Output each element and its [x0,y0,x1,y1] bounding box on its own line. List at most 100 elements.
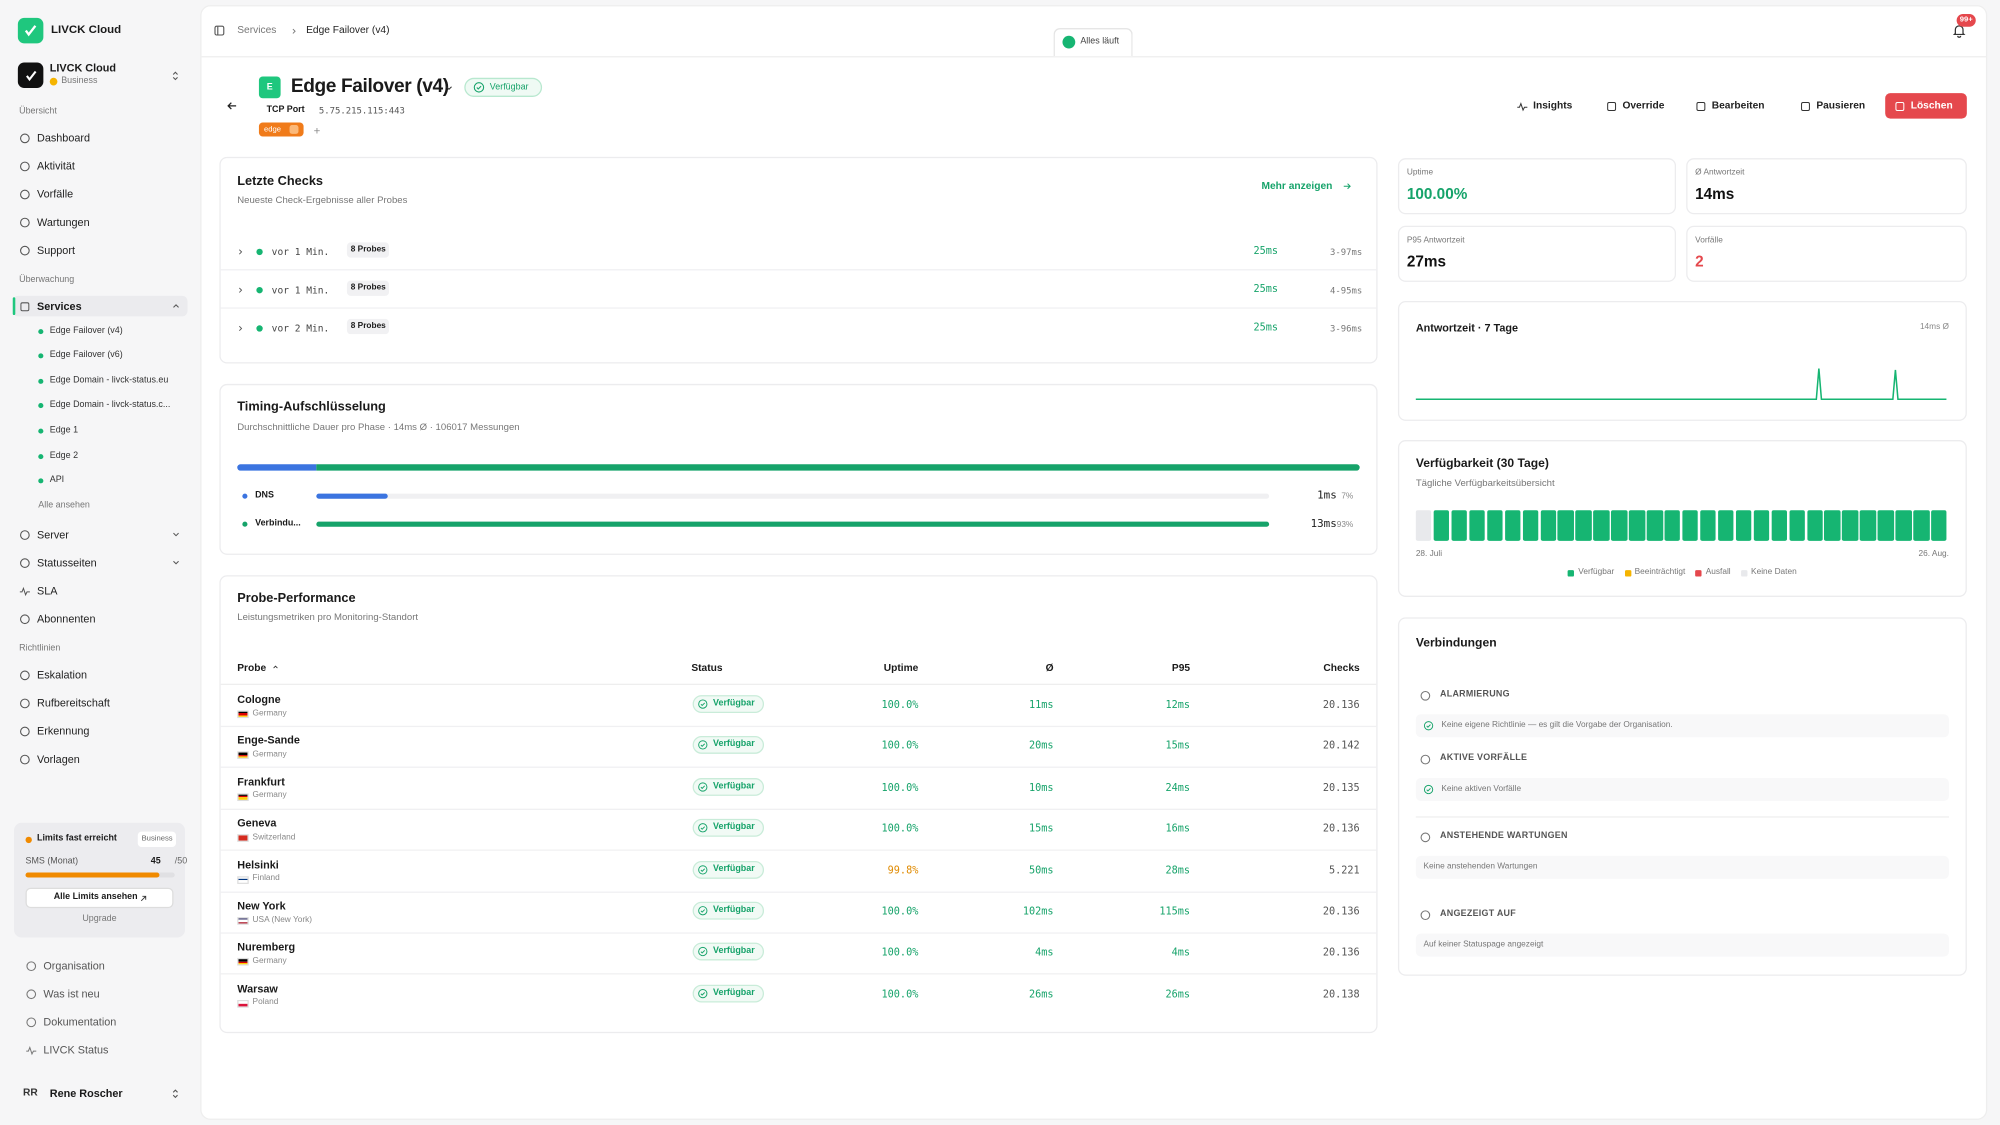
icon-part [700,950,706,955]
flag-stripe [238,1003,248,1007]
card-title: Verbindungen [1415,636,1497,651]
footer-link[interactable]: LIVCK Status [43,1043,109,1057]
tag-label: edge [264,125,282,134]
nav-icon [19,697,30,708]
status-dot [38,428,44,434]
nav-active-bar [12,297,16,316]
upgrade-link[interactable]: Upgrade [82,914,117,924]
see-all[interactable]: Alle ansehen [38,501,90,511]
icon-part [698,740,708,751]
status-dot [38,353,44,359]
nav-item[interactable]: Erkennung [36,724,90,738]
service-item[interactable]: API [49,475,65,485]
icon-part [19,245,30,255]
service-status-badge [464,77,543,97]
section-title: ANSTEHENDE WARTUNGEN [1440,831,1568,841]
nav-item[interactable]: Rufbereitschaft [36,696,110,710]
column-header: Uptime [883,661,919,674]
icon-part [19,301,29,311]
nav-item[interactable]: Server [36,528,69,541]
nav-item[interactable]: Abonnenten [36,612,96,625]
nav-item[interactable]: Vorlagen [36,752,80,766]
back[interactable] [226,99,239,112]
action-button[interactable] [1596,93,1679,119]
check-icon [698,906,708,916]
nav-icon [19,669,30,680]
check-icon [473,82,484,93]
nav-icon [19,301,29,311]
phase-bar [316,521,1270,527]
icon-part [698,988,708,998]
day-bar [1486,510,1503,541]
flag [237,875,249,884]
footer-link[interactable]: Was ist neu [43,987,100,1000]
probe-avg: 11ms [1028,698,1054,711]
icon-part [700,826,706,831]
nav-item[interactable]: Dashboard [36,131,91,145]
probe-uptime: 100.0% [881,946,919,959]
nav-item[interactable]: Services [36,299,82,313]
service-item[interactable]: Edge 1 [49,425,79,435]
check-time: vor 2 Min. [271,322,330,335]
day-bar [1753,510,1770,541]
more-link[interactable]: Mehr anzeigen [1261,179,1333,192]
footer-link[interactable]: Dokumentation [43,1015,117,1029]
action-label: Bearbeiten [1711,99,1765,111]
probe-country: Germany [252,956,287,966]
stat-label: Vorfälle [1695,235,1723,245]
limits-button-label: Alle Limits ansehen [53,892,138,902]
column-header[interactable]: Probe [237,661,267,674]
user-name[interactable]: Rene Roscher [49,1086,123,1100]
service-item[interactable]: Edge 2 [49,450,79,460]
check-row[interactable] [220,270,1377,309]
limits-button[interactable] [25,887,174,909]
response-sparkline [1415,368,1947,400]
footer-link[interactable]: Organisation [43,959,105,972]
row-expand [238,248,242,254]
icon-part [25,1016,36,1027]
nav-item[interactable]: Vorfälle [36,187,74,201]
icon-part [700,909,706,913]
day-bar [1611,510,1628,541]
nav-item[interactable]: SLA [36,584,58,597]
day-bar [1913,510,1930,541]
action-button[interactable] [1885,93,1967,119]
probe-p95: 24ms [1165,781,1191,794]
nav-item[interactable]: Aktivität [36,159,75,173]
service-item[interactable]: Edge Domain - livck-status.eu [49,375,169,385]
legend-item: Beeinträchtigt [1624,565,1685,580]
icon-part [173,304,179,308]
icon-part [698,906,708,916]
day-bar [1504,510,1521,541]
nav-item[interactable]: Eskalation [36,668,88,682]
row-line [220,725,1377,728]
probe-avg: 26ms [1028,988,1054,1000]
service-name: Edge Failover (v4) [290,75,449,97]
expand [173,532,179,537]
legend-swatch [1624,569,1631,576]
icon-part [1419,690,1430,700]
icon-part [19,754,30,764]
icon-part [698,864,708,875]
probe-name: New York [237,899,286,912]
action-button[interactable] [1790,93,1878,119]
day-bar [1931,510,1948,541]
stacked-segment [315,464,1360,471]
breadcrumb[interactable]: Services [237,24,277,36]
status-badge [692,819,765,837]
probe-p95: 4ms [1171,946,1191,959]
flag-stripe [238,715,248,717]
nav-item[interactable]: Wartungen [36,215,90,229]
card-subtitle: Leistungsmetriken pro Monitoring-Standor… [237,610,419,623]
day-bar [1557,510,1574,541]
nav-item[interactable]: Statusseiten [36,556,97,569]
service-item[interactable]: Edge Failover (v6) [49,350,123,360]
service-item[interactable]: Edge Domain - livck-status.c... [49,400,171,410]
service-item[interactable]: Edge Failover (v4) [49,325,123,335]
action-button[interactable] [1686,93,1781,119]
check-row[interactable] [220,232,1377,271]
nav-item[interactable]: Support [36,243,75,257]
flag-stripe [238,796,248,798]
section-icon [1419,754,1430,764]
org-plan: Business [61,76,98,86]
